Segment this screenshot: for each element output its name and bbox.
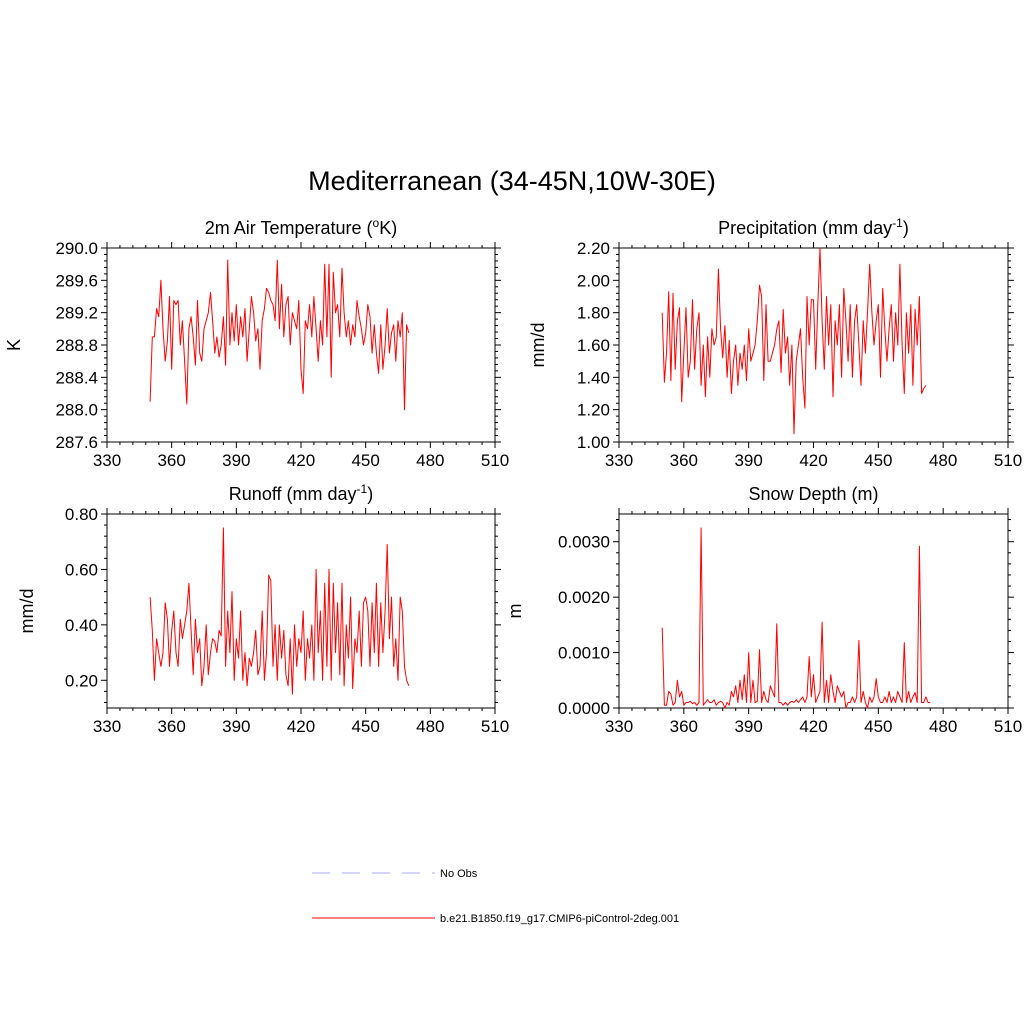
series-line (661, 247, 927, 435)
x-tick-label: 480 (929, 717, 957, 736)
x-tick-label: 390 (222, 717, 250, 736)
x-tick-label: 360 (157, 451, 185, 470)
panel-title-main: Snow Depth (m) (748, 484, 878, 504)
x-tick-label: 420 (799, 717, 827, 736)
series-line (661, 527, 931, 709)
panel-title-tail: K) (379, 218, 397, 238)
legend-no-obs-label: No Obs (440, 868, 478, 880)
page-title: Mediterranean (34-45N,10W-30E) (308, 166, 716, 196)
panel-title-sup: -1 (357, 482, 368, 496)
x-tick-label: 390 (734, 717, 762, 736)
panel-title-tail: ) (367, 484, 373, 504)
panel-title-main: Runoff (mm day (229, 484, 357, 504)
x-tick-label: 360 (670, 451, 698, 470)
panel-title: Snow Depth (m) (748, 484, 878, 504)
legend-model-label: b.e21.B1850.f19_g17.CMIP6-piControl-2deg… (440, 913, 679, 925)
panel-title: 2m Air Temperature (oK) (205, 216, 397, 238)
series-line (149, 527, 410, 695)
y-axis-label: mm/d (17, 589, 37, 634)
x-tick-label: 360 (670, 717, 698, 736)
series-line (149, 259, 410, 411)
y-tick-label: 289.2 (55, 304, 98, 323)
y-tick-label: 288.4 (55, 368, 98, 387)
x-tick-label: 510 (481, 451, 509, 470)
panel-1: 330 360 390 420 450 480 510 287.6 288.0 288.4 288.… (4, 216, 509, 470)
panel-title: Precipitation (mm day-1) (718, 216, 909, 238)
x-tick-label: 450 (864, 717, 892, 736)
x-tick-label: 330 (605, 717, 633, 736)
x-tick-label: 390 (734, 451, 762, 470)
x-tick-label: 360 (157, 717, 185, 736)
x-tick-label: 510 (994, 451, 1022, 470)
x-tick-label: 390 (222, 451, 250, 470)
x-tick-label: 330 (93, 717, 121, 736)
x-tick-label: 450 (864, 451, 892, 470)
panel-4: 330 360 390 420 450 480 510 0.0000 0.0010 0.0020 0… (505, 484, 1022, 736)
plot-frame (106, 247, 496, 443)
x-tick-label: 510 (481, 717, 509, 736)
panel-title-main: 2m Air Temperature ( (205, 218, 373, 238)
panel-title-sup: -1 (892, 216, 903, 230)
y-tick-label: 1.00 (577, 433, 610, 452)
y-tick-label: 287.6 (55, 433, 98, 452)
y-tick-label: 1.60 (577, 336, 610, 355)
y-tick-label: 0.80 (65, 505, 98, 524)
y-tick-label: 2.00 (577, 271, 610, 290)
panel-title-main: Precipitation (mm day (718, 218, 892, 238)
y-tick-label: 0.60 (65, 560, 98, 579)
y-tick-label: 0.0030 (558, 533, 610, 552)
x-tick-label: 330 (93, 451, 121, 470)
y-tick-label: 0.0010 (558, 644, 610, 663)
y-tick-label: 0.40 (65, 616, 98, 635)
y-tick-label: 0.0000 (558, 699, 610, 718)
y-axis-label: mm/d (528, 323, 548, 368)
y-tick-label: 1.80 (577, 304, 610, 323)
y-tick-label: 289.6 (55, 271, 98, 290)
x-tick-label: 450 (351, 717, 379, 736)
x-tick-label: 420 (799, 451, 827, 470)
x-tick-label: 510 (994, 717, 1022, 736)
legend: No Obs b.e21.B1850.f19_g17.CMIP6-piContro… (312, 868, 679, 925)
y-axis-label: K (4, 339, 24, 351)
y-tick-label: 0.20 (65, 671, 98, 690)
panel-2: 330 360 390 420 450 480 510 1.00 1.20 1.40 1.60 1.8… (528, 216, 1022, 470)
y-axis-label: m (505, 604, 525, 619)
y-tick-label: 288.8 (55, 336, 98, 355)
x-tick-label: 450 (351, 451, 379, 470)
x-tick-label: 480 (929, 451, 957, 470)
x-tick-label: 330 (605, 451, 633, 470)
panel-title-tail: ) (903, 218, 909, 238)
y-tick-label: 1.40 (577, 368, 610, 387)
panel-title: Runoff (mm day-1) (229, 482, 373, 504)
plot-frame (618, 247, 1009, 443)
x-tick-label: 480 (416, 717, 444, 736)
x-tick-label: 420 (287, 451, 315, 470)
panel-3: 330 360 390 420 450 480 510 0.20 0.40 0.60 0.80 Run… (17, 482, 509, 736)
y-tick-label: 2.20 (577, 239, 610, 258)
x-tick-label: 420 (287, 717, 315, 736)
y-tick-label: 288.0 (55, 401, 98, 420)
y-tick-label: 1.20 (577, 401, 610, 420)
x-tick-label: 480 (416, 451, 444, 470)
y-tick-label: 0.0020 (558, 588, 610, 607)
y-tick-label: 290.0 (55, 239, 98, 258)
panel-title-sup: o (373, 216, 380, 230)
